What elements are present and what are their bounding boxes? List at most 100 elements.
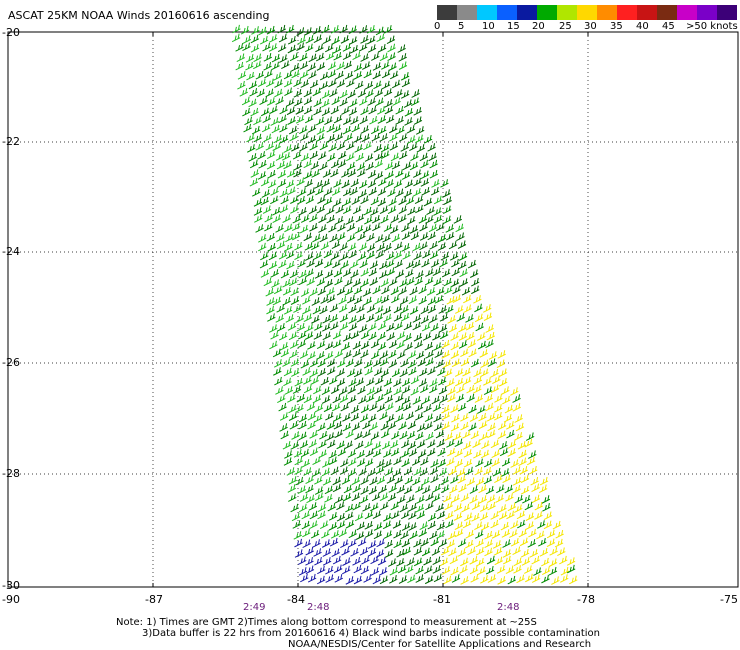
wind-barb <box>307 341 316 350</box>
wind-barb <box>421 395 431 405</box>
wind-barb <box>378 270 388 279</box>
wind-barb <box>470 574 479 583</box>
scale-swatch-3 <box>497 5 517 20</box>
wind-barb <box>320 241 330 251</box>
wind-barb <box>483 466 492 476</box>
wind-barb <box>280 195 289 205</box>
wind-barb <box>431 179 440 188</box>
wind-barb <box>284 450 293 459</box>
wind-barb <box>427 296 437 306</box>
wind-barb <box>414 412 424 421</box>
wind-barb <box>279 105 288 115</box>
wind-barb <box>388 349 397 359</box>
wind-barb <box>250 107 259 117</box>
wind-barb <box>370 207 379 216</box>
wind-barb <box>364 81 374 90</box>
wind-barb <box>466 477 476 486</box>
wind-barb <box>356 162 366 171</box>
wind-barb <box>390 286 400 296</box>
wind-barb <box>515 422 525 432</box>
wind-barb <box>387 43 396 53</box>
wind-barb <box>291 222 301 232</box>
wind-barb <box>285 250 295 259</box>
wind-barb <box>401 78 411 88</box>
wind-barb <box>344 287 354 296</box>
wind-barb <box>350 330 360 340</box>
wind-barb <box>541 557 550 567</box>
wind-barb <box>473 375 483 385</box>
wind-barb <box>265 142 274 151</box>
wind-barb <box>494 556 503 566</box>
wind-barb <box>316 62 326 71</box>
wind-barb <box>339 322 349 331</box>
wind-barb <box>372 441 382 450</box>
wind-barb <box>357 252 367 261</box>
wind-barb <box>242 35 252 44</box>
wind-barb <box>502 395 511 405</box>
wind-barb <box>353 295 363 305</box>
wind-barb <box>336 141 346 151</box>
scale-label: 15 <box>507 21 520 32</box>
wind-barb <box>460 493 470 502</box>
wind-barb <box>333 564 343 574</box>
wind-barb <box>389 440 399 449</box>
wind-barb <box>566 557 576 566</box>
wind-barb <box>507 575 516 585</box>
wind-barb <box>337 159 347 168</box>
wind-barb <box>407 216 416 225</box>
wind-barb <box>360 268 369 277</box>
wind-barb <box>510 538 520 547</box>
wind-barb <box>361 61 371 70</box>
wind-barb <box>253 207 263 216</box>
wind-barb <box>275 96 284 106</box>
wind-barb <box>374 367 383 377</box>
wind-barb <box>340 539 349 548</box>
wind-barb <box>399 503 408 513</box>
wind-barb <box>451 413 460 423</box>
wind-barb <box>454 368 464 377</box>
wind-barb <box>315 43 324 53</box>
wind-barb <box>304 114 314 124</box>
wind-barb <box>368 331 377 341</box>
wind-barb <box>483 458 493 468</box>
wind-barb <box>365 393 375 403</box>
wind-barb <box>403 466 413 476</box>
wind-barb <box>433 342 442 351</box>
wind-barb <box>360 340 370 350</box>
wind-barb <box>260 251 269 261</box>
wind-barb <box>290 503 299 513</box>
wind-barb <box>345 503 354 513</box>
wind-barb <box>442 215 452 225</box>
wind-barb <box>487 358 497 367</box>
pass-time-label: 2:48 <box>307 602 330 613</box>
wind-barb <box>434 295 444 304</box>
wind-barb <box>387 52 396 61</box>
wind-barb <box>375 250 384 259</box>
wind-barb <box>470 358 480 368</box>
wind-barb <box>400 72 410 81</box>
wind-barb <box>539 548 549 557</box>
wind-barb <box>416 510 426 520</box>
wind-barb <box>321 529 330 539</box>
wind-barb <box>433 413 442 423</box>
wind-barb <box>295 106 304 115</box>
wind-barb <box>433 573 443 583</box>
wind-barb <box>311 241 320 251</box>
wind-barb <box>299 125 308 135</box>
wind-barb <box>396 331 406 340</box>
wind-barb <box>279 188 288 198</box>
wind-barb <box>421 547 431 557</box>
wind-barb <box>435 503 444 512</box>
wind-barb <box>409 142 418 151</box>
wind-barb <box>417 358 426 367</box>
wind-barb <box>389 225 399 234</box>
wind-barb <box>314 270 324 279</box>
wind-barb <box>386 332 395 341</box>
wind-barb <box>299 61 308 70</box>
wind-barb <box>362 288 372 297</box>
wind-barb <box>449 485 458 494</box>
wind-barb <box>405 260 415 270</box>
wind-barb <box>407 350 417 359</box>
wind-barb <box>358 324 368 333</box>
wind-barb <box>365 162 374 171</box>
